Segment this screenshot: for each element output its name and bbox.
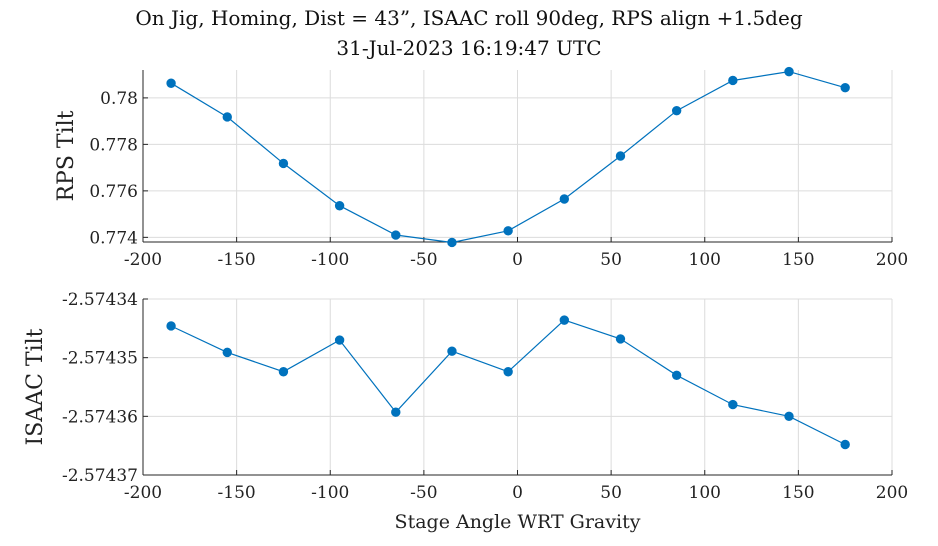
rps-x-tick-label: 100 <box>689 250 721 270</box>
isaac-data-point <box>503 367 513 377</box>
rps-data-point <box>166 78 176 88</box>
isaac-data-point <box>278 367 289 377</box>
isaac-x-tick-label: 50 <box>600 483 622 503</box>
isaac-x-tick-label: -50 <box>410 483 437 503</box>
isaac-data-point <box>615 334 626 344</box>
rps-x-tick-label: -150 <box>218 250 256 270</box>
isaac-x-tick-label: -100 <box>311 483 349 503</box>
isaac-data-point <box>166 321 176 331</box>
rps-y-tick-label: 0.778 <box>89 135 138 155</box>
rps-data-point <box>447 237 457 248</box>
isaac-data-point <box>840 439 850 450</box>
isaac-data-point <box>222 347 232 358</box>
isaac-x-tick-label: -150 <box>218 483 256 503</box>
isaac-data-point <box>784 411 794 422</box>
rps-x-tick-label: 200 <box>876 250 908 270</box>
isaac-data-point <box>334 335 345 345</box>
isaac-y-tick-label: -2.57435 <box>62 349 138 369</box>
rps-y-tick-label: 0.776 <box>89 182 138 202</box>
isaac-y-tick-label: -2.57436 <box>62 407 138 427</box>
isaac-y-axis-title: ISAAC Tilt <box>23 328 48 445</box>
rps-y-tick-label: 0.78 <box>100 89 138 109</box>
rps-x-tick-label: -100 <box>311 250 349 270</box>
rps-x-tick-label: 150 <box>782 250 814 270</box>
isaac-x-tick-label: 200 <box>876 483 908 503</box>
rps-data-point <box>334 201 345 211</box>
rps-x-tick-label: 0 <box>512 250 523 270</box>
isaac-y-tick-label: -2.57437 <box>62 466 138 486</box>
rps-data-point <box>391 230 401 240</box>
rps-data-point <box>503 226 513 236</box>
figure-title: On Jig, Homing, Dist = 43”, ISAAC roll 9… <box>135 6 803 30</box>
rps-data-point <box>222 112 232 122</box>
rps-x-tick-label: 50 <box>600 250 622 270</box>
rps-y-axis-title: RPS Tilt <box>54 110 79 201</box>
isaac-data-point <box>671 370 682 380</box>
rps-data-point <box>671 105 682 116</box>
isaac-x-tick-label: 0 <box>512 483 523 503</box>
isaac-y-tick-label: -2.57434 <box>62 290 138 310</box>
rps-data-point <box>559 194 570 204</box>
rps-x-tick-label: -50 <box>410 250 437 270</box>
figure-timestamp: 31-Jul-2023 16:19:47 UTC <box>336 36 602 60</box>
rps-data-point <box>615 151 626 161</box>
rps-data-point <box>278 158 289 169</box>
isaac-x-tick-label: 150 <box>782 483 814 503</box>
rps-data-point <box>840 82 850 93</box>
rps-x-tick-label: -200 <box>124 250 162 270</box>
isaac-x-axis-title: Stage Angle WRT Gravity <box>395 511 641 533</box>
isaac-data-point <box>728 399 738 410</box>
rps-y-tick-label: 0.774 <box>89 228 138 248</box>
isaac-data-point <box>447 346 457 356</box>
rps-data-point <box>728 75 738 86</box>
isaac-x-tick-label: 100 <box>689 483 721 503</box>
rps-data-point <box>784 66 794 77</box>
isaac-x-tick-label: -200 <box>124 483 162 503</box>
isaac-data-point <box>391 407 401 417</box>
isaac-data-point <box>559 315 570 325</box>
